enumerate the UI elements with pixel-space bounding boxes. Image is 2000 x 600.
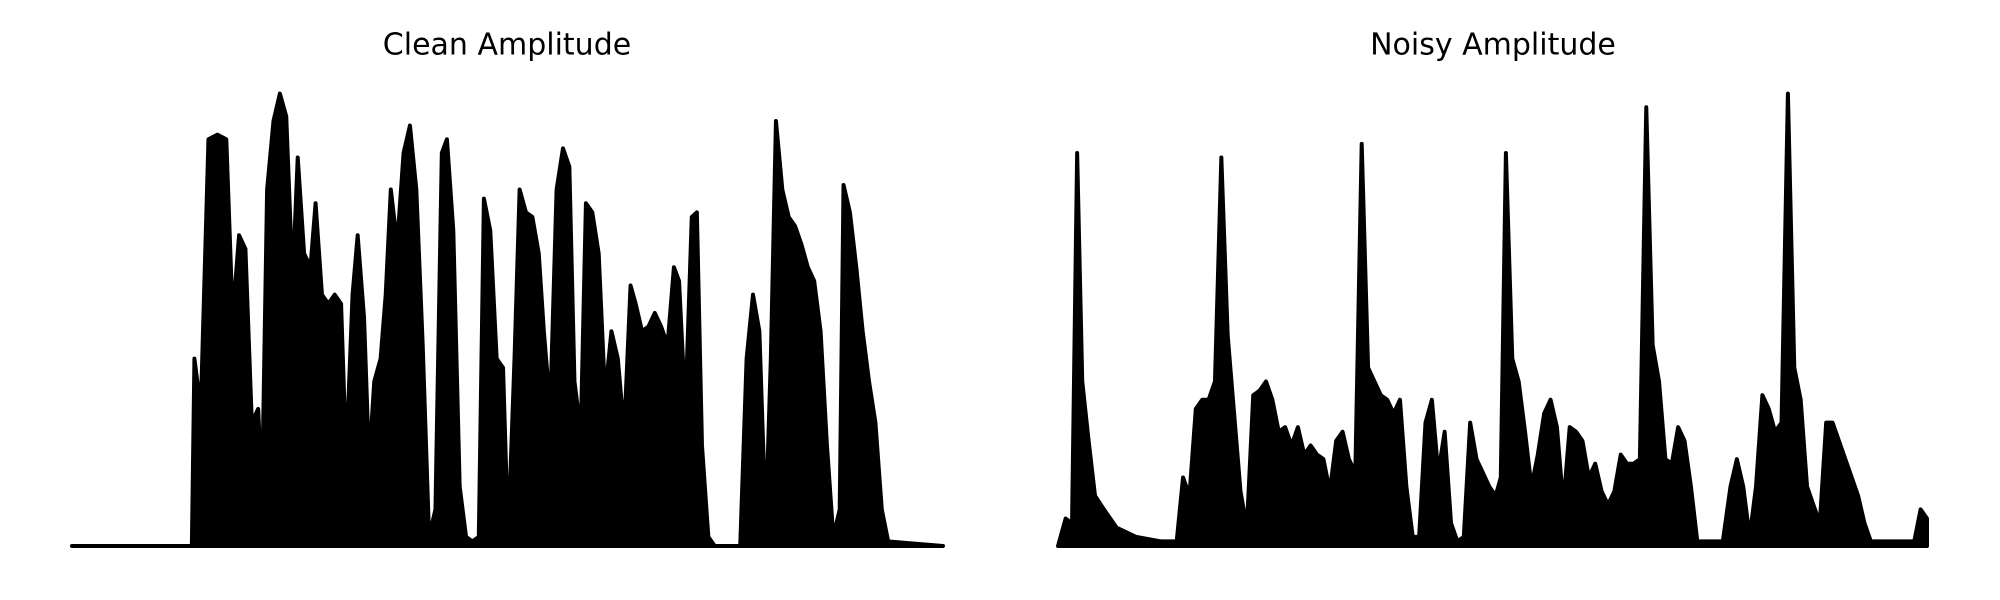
amplitude-area — [1056, 91, 1929, 548]
chart-title: Clean Amplitude — [383, 28, 631, 63]
chart-title: Noisy Amplitude — [1370, 28, 1616, 63]
amplitude-area — [70, 91, 945, 548]
